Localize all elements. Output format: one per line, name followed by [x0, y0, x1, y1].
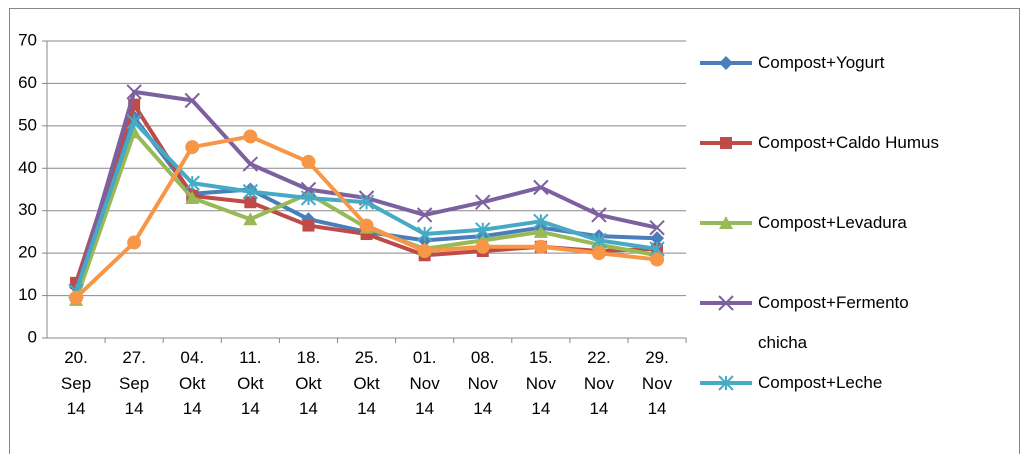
marker: [242, 183, 259, 200]
marker: [184, 92, 200, 109]
y-tick-label: 10: [18, 285, 37, 304]
marker: [185, 190, 200, 204]
marker: [591, 232, 607, 249]
x-tick-label: 27. Sep 14: [119, 348, 150, 418]
marker: [720, 137, 732, 149]
marker: [358, 194, 375, 210]
y-tick-label: 0: [28, 327, 37, 346]
marker: [591, 246, 606, 261]
marker: [184, 175, 200, 191]
marker: [126, 113, 142, 130]
y-tick-label: 40: [18, 158, 37, 177]
chart-border: [9, 8, 1020, 454]
legend-label: Compost+Caldo Humus: [758, 133, 939, 152]
marker: [69, 290, 84, 305]
y-tick-label: 30: [18, 200, 37, 219]
legend-label: Compost+Yogurt: [758, 53, 885, 72]
marker: [416, 207, 433, 223]
x-tick-label: 11. Okt 14: [237, 348, 264, 418]
legend-item: [700, 295, 752, 311]
marker: [244, 196, 257, 209]
marker: [416, 226, 433, 242]
legend-item: [700, 56, 752, 70]
legend-item: [700, 137, 752, 149]
marker: [533, 213, 549, 230]
marker: [359, 218, 374, 233]
x-tick-label: 29. Nov 14: [641, 348, 673, 418]
legend-label: Compost+Levadura: [758, 213, 907, 232]
legend-label: Compost+Fermento chicha: [758, 293, 909, 352]
marker: [417, 244, 432, 259]
x-tick-label: 04. Okt 14: [179, 348, 206, 418]
marker: [650, 252, 665, 267]
x-tick-label: 15. Nov 14: [525, 348, 556, 418]
x-tick-label: 01. Nov 14: [409, 348, 440, 418]
y-tick-label: 70: [18, 30, 37, 49]
marker: [243, 212, 258, 226]
y-tick-label: 50: [18, 115, 37, 134]
marker: [718, 375, 734, 391]
marker: [475, 222, 491, 238]
marker: [302, 219, 315, 232]
marker: [243, 129, 258, 144]
x-tick-label: 08. Nov 14: [467, 348, 498, 418]
marker: [127, 235, 142, 250]
marker: [126, 84, 142, 100]
y-tick-label: 60: [18, 73, 37, 92]
legend-label: Compost+Leche: [758, 373, 883, 392]
legend-item: [700, 216, 752, 229]
marker: [719, 216, 733, 229]
marker: [475, 239, 490, 254]
marker: [591, 207, 607, 223]
marker: [475, 194, 491, 210]
marker: [533, 179, 549, 196]
marker: [719, 56, 733, 70]
x-tick-label: 18. Okt 14: [295, 348, 322, 418]
marker: [301, 154, 316, 169]
x-tick-label: 20. Sep 14: [60, 348, 92, 418]
series-line: [74, 134, 658, 300]
marker: [649, 219, 665, 236]
y-tick-label: 20: [18, 243, 37, 262]
marker: [242, 156, 259, 172]
x-tick-label: 25. Okt 14: [353, 348, 380, 418]
marker: [300, 190, 317, 206]
legend-item: [700, 375, 752, 391]
marker: [718, 295, 734, 311]
marker: [185, 140, 200, 155]
marker: [533, 239, 548, 254]
x-tick-label: 22. Nov 14: [583, 348, 615, 418]
marker: [650, 231, 665, 246]
marker: [533, 224, 548, 238]
